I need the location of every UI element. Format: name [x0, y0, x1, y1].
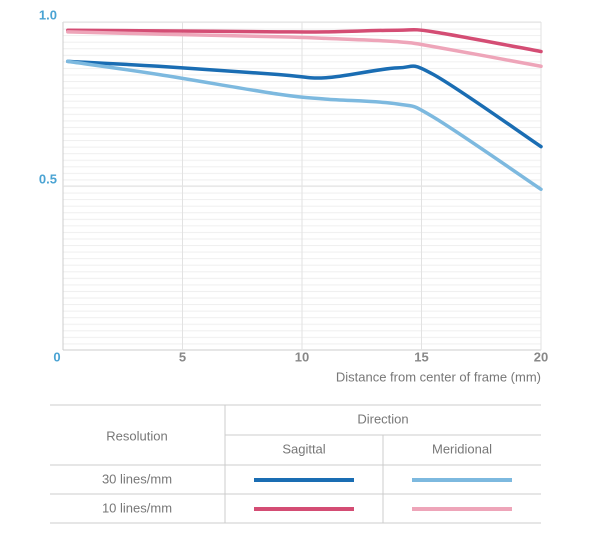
legend-row-label: 30 lines/mm: [102, 471, 172, 486]
resolution-header: Resolution: [106, 428, 167, 443]
x-tick-label: 15: [414, 349, 428, 364]
legend-table: Resolution Direction: [50, 404, 541, 524]
x-tick-label: 20: [534, 349, 548, 364]
y-tick-label: 1.0: [39, 7, 57, 22]
series-line: [66, 27, 543, 54]
legend-column-label: Meridional: [432, 441, 492, 456]
series-line: [66, 30, 543, 69]
x-tick-label: 0: [53, 349, 60, 364]
series-line: [66, 59, 543, 192]
x-tick-label: 5: [179, 349, 186, 364]
x-axis-label: Distance from center of frame (mm): [336, 369, 541, 384]
legend-column-label: Sagittal: [282, 441, 325, 456]
series-line: [66, 59, 543, 149]
y-tick-label: 0.5: [39, 171, 57, 186]
direction-header: Direction: [357, 411, 408, 426]
legend-row-label: 10 lines/mm: [102, 500, 172, 515]
x-tick-label: 10: [295, 349, 309, 364]
